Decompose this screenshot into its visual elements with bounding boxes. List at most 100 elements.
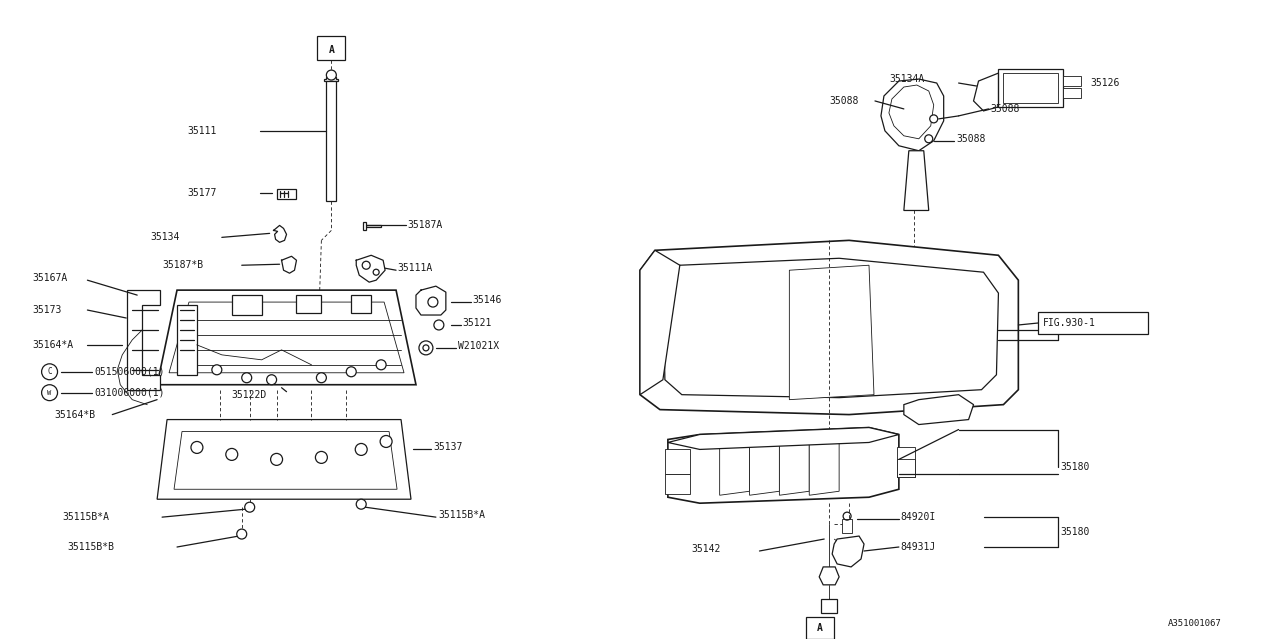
Text: W21021X: W21021X [458, 341, 499, 351]
Polygon shape [819, 567, 840, 585]
Text: 35088: 35088 [956, 134, 986, 144]
Bar [317, 36, 346, 60]
Circle shape [929, 115, 938, 123]
Text: 35126: 35126 [1091, 78, 1120, 88]
Polygon shape [276, 189, 297, 198]
Polygon shape [904, 151, 929, 211]
Circle shape [315, 451, 328, 463]
Bar [822, 599, 837, 612]
Polygon shape [832, 536, 864, 567]
Polygon shape [668, 428, 899, 503]
Polygon shape [780, 436, 809, 495]
Polygon shape [904, 395, 974, 424]
Circle shape [191, 442, 204, 453]
Text: 35180: 35180 [1060, 462, 1089, 472]
Polygon shape [888, 85, 933, 139]
Text: 35187A: 35187A [407, 220, 443, 230]
Circle shape [270, 453, 283, 465]
Circle shape [347, 367, 356, 377]
Text: FIG.930-1: FIG.930-1 [1043, 318, 1096, 328]
Circle shape [356, 499, 366, 509]
Polygon shape [881, 79, 943, 151]
Text: 35177: 35177 [187, 188, 216, 198]
Text: C: C [47, 367, 52, 376]
Circle shape [316, 372, 326, 383]
Circle shape [376, 360, 387, 370]
Circle shape [362, 261, 370, 269]
Text: 35115B*B: 35115B*B [68, 542, 114, 552]
Bar [364, 223, 366, 230]
Text: 35180: 35180 [1060, 527, 1089, 537]
Polygon shape [974, 73, 998, 111]
Circle shape [225, 449, 238, 460]
Polygon shape [809, 436, 840, 495]
Polygon shape [326, 81, 337, 200]
Polygon shape [169, 302, 404, 372]
Bar [351, 295, 371, 313]
Circle shape [242, 372, 252, 383]
Circle shape [374, 269, 379, 275]
Polygon shape [177, 305, 197, 375]
Text: 35115B*A: 35115B*A [63, 512, 110, 522]
Polygon shape [663, 259, 998, 397]
Circle shape [266, 375, 276, 385]
Bar [1064, 88, 1082, 98]
Polygon shape [366, 225, 381, 227]
Text: 84920I: 84920I [901, 512, 936, 522]
Text: 35137: 35137 [433, 442, 462, 452]
Text: 35121: 35121 [463, 318, 492, 328]
Text: 35142: 35142 [691, 544, 721, 554]
Bar [664, 474, 690, 494]
Text: 35134A: 35134A [888, 74, 924, 84]
Text: 35088: 35088 [991, 104, 1020, 114]
Circle shape [326, 70, 337, 80]
Circle shape [428, 297, 438, 307]
Bar [897, 447, 915, 477]
Bar [1038, 312, 1148, 334]
Text: 35115B*A: 35115B*A [438, 510, 485, 520]
Bar [1004, 73, 1059, 103]
Text: A: A [329, 45, 334, 55]
Polygon shape [127, 290, 160, 390]
Text: 35088: 35088 [829, 96, 859, 106]
Circle shape [237, 529, 247, 539]
Text: W: W [47, 390, 51, 396]
Circle shape [212, 365, 221, 375]
Text: 84931J: 84931J [901, 542, 936, 552]
Bar [297, 295, 321, 313]
Circle shape [356, 444, 367, 456]
Polygon shape [157, 290, 416, 385]
Text: 35164*B: 35164*B [55, 410, 96, 420]
Circle shape [244, 502, 255, 512]
Text: 35134: 35134 [150, 232, 179, 243]
Text: 35122D: 35122D [232, 390, 268, 399]
Text: 031006000(1): 031006000(1) [95, 388, 165, 397]
Polygon shape [668, 428, 899, 449]
Polygon shape [640, 241, 1019, 415]
Bar [664, 449, 690, 474]
Text: 35111: 35111 [187, 126, 216, 136]
Text: 35164*A: 35164*A [33, 340, 74, 350]
Polygon shape [790, 265, 874, 399]
Circle shape [419, 341, 433, 355]
Text: 051506000(1): 051506000(1) [95, 367, 165, 377]
Polygon shape [157, 420, 411, 499]
Circle shape [380, 435, 392, 447]
Text: 35187*B: 35187*B [163, 260, 204, 270]
Polygon shape [174, 431, 397, 489]
Text: 35173: 35173 [33, 305, 61, 315]
Polygon shape [750, 436, 780, 495]
Text: 35167A: 35167A [33, 273, 68, 283]
Bar [998, 69, 1064, 107]
Bar [897, 460, 915, 477]
Text: 35111A: 35111A [397, 263, 433, 273]
Text: A: A [817, 623, 823, 633]
Bar [842, 519, 852, 533]
Polygon shape [719, 436, 750, 495]
Bar [806, 617, 835, 639]
Circle shape [924, 135, 933, 143]
Polygon shape [324, 77, 338, 81]
Polygon shape [640, 250, 680, 395]
Circle shape [422, 345, 429, 351]
Bar [232, 295, 261, 315]
